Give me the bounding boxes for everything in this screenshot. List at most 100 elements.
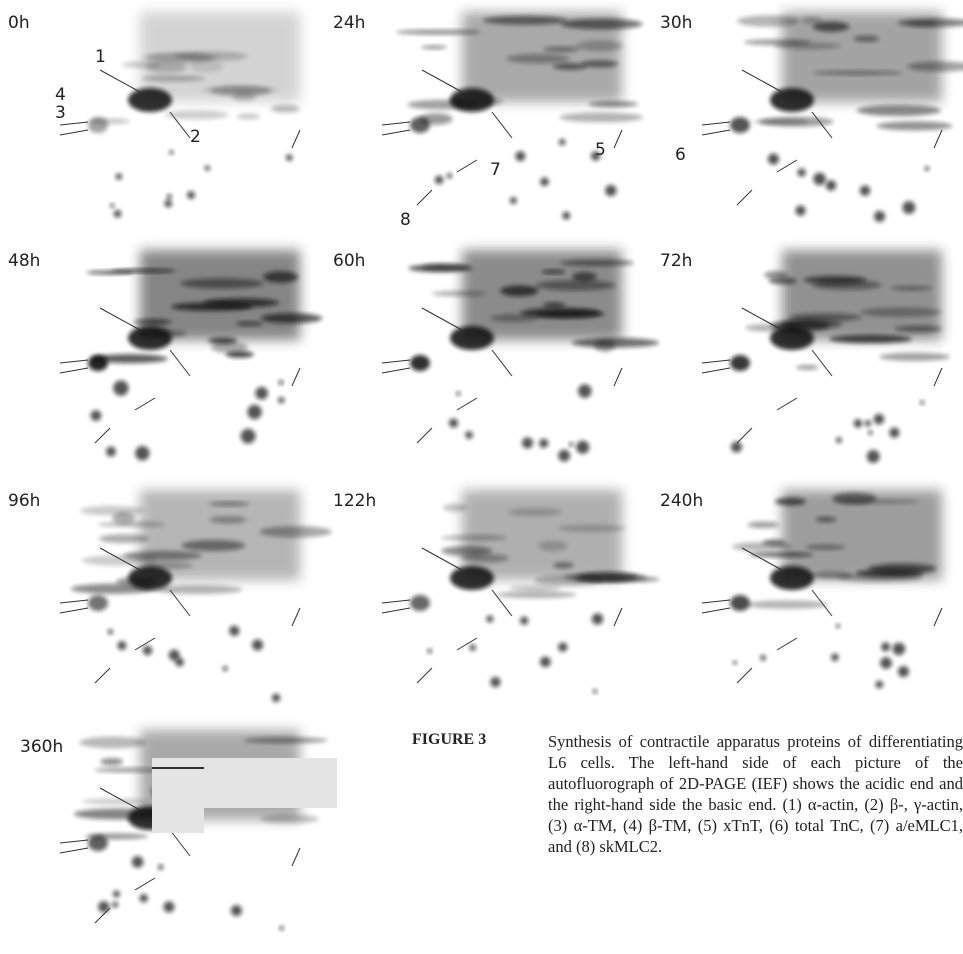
gel-band: [422, 263, 468, 271]
gel-band: [146, 52, 213, 64]
pointer-line: [381, 599, 411, 604]
pointer-line: [613, 129, 623, 149]
caption-title: FIGURE 3: [412, 731, 487, 748]
gel-spot: [142, 645, 153, 656]
gel-spot: [230, 905, 242, 917]
gel-overlay: [152, 758, 204, 833]
pointer-line: [776, 159, 798, 173]
gel-spot: [539, 438, 549, 448]
gel-spot: [730, 355, 750, 371]
gel-spot: [169, 150, 174, 155]
gel-spot: [577, 384, 592, 398]
gel-band: [812, 70, 903, 76]
pointer-line: [94, 667, 111, 684]
gel-band: [736, 15, 800, 27]
gel-band: [538, 540, 568, 552]
gel-spot: [187, 191, 195, 200]
gel-band: [762, 539, 786, 546]
pointer-line: [59, 359, 89, 364]
pointer-line: [933, 129, 943, 149]
pointer-line: [701, 607, 731, 614]
gel-spot: [98, 901, 110, 913]
panel-label: 48h: [8, 251, 40, 271]
gel-band: [747, 521, 780, 529]
gel-band: [121, 61, 162, 69]
pointer-line: [736, 427, 753, 444]
pointer-line: [491, 589, 513, 617]
gel-band: [490, 313, 538, 322]
pointer-line: [381, 129, 411, 136]
gel-band: [558, 524, 626, 533]
gel-spot: [456, 391, 461, 396]
pointer-line: [59, 367, 89, 374]
caption-text: Synthesis of contractile apparatus prote…: [548, 732, 963, 856]
gel-image: 360h: [20, 730, 337, 931]
gel-band: [868, 563, 937, 574]
gel-spot: [853, 419, 863, 428]
gel-band: [891, 285, 933, 291]
gel-band: [441, 545, 493, 556]
gel-spot: [897, 665, 910, 678]
gel-smear: [782, 12, 942, 102]
gel-spot: [278, 380, 284, 385]
gel-band: [588, 101, 639, 108]
gel-spot: [113, 380, 129, 396]
gel-spot: [558, 642, 568, 652]
gel-spot: [446, 173, 453, 179]
pointer-line: [94, 907, 111, 924]
pointer-line: [416, 667, 433, 684]
gel-band: [543, 46, 579, 53]
gel-band: [553, 562, 574, 569]
spot-marker: 2: [190, 127, 201, 147]
gel-spot: [410, 355, 430, 371]
gel-spot: [576, 440, 590, 454]
gel-spot: [90, 410, 102, 421]
gel-spot: [825, 180, 837, 191]
gel-spot: [864, 420, 872, 427]
pointer-line: [134, 397, 156, 411]
gel-image: 122h: [333, 490, 660, 694]
gel-image: 240h: [660, 490, 943, 689]
pointer-line: [59, 847, 89, 854]
gel-spot: [795, 205, 806, 216]
gel-spot: [558, 138, 566, 146]
pointer-line: [134, 637, 156, 651]
gel-spot: [450, 88, 494, 112]
gel-spot: [874, 210, 886, 222]
pointer-line: [736, 189, 753, 206]
gel-band: [153, 584, 243, 595]
gel-band: [801, 16, 822, 25]
pointer-line: [613, 607, 623, 627]
gel-spot: [112, 901, 119, 908]
gel-spot: [889, 427, 900, 438]
gel-spot: [115, 173, 123, 180]
gel-spot: [131, 856, 144, 868]
spot-marker: 5: [595, 140, 606, 160]
gel-band: [421, 45, 447, 50]
pointer-line: [169, 829, 191, 857]
gel-band: [82, 798, 150, 805]
pointer-line: [59, 129, 89, 136]
gel-spot: [139, 893, 148, 903]
gel-spot: [920, 400, 925, 405]
pointer-line: [381, 607, 411, 614]
gel-band: [94, 767, 161, 773]
gel-band: [560, 259, 635, 267]
pointer-line: [291, 607, 301, 627]
gel-spot: [760, 654, 766, 661]
gel-band: [244, 737, 328, 744]
gel-band: [98, 534, 150, 544]
pointer-line: [99, 547, 141, 571]
gel-band: [211, 341, 248, 354]
gel-band: [815, 516, 837, 523]
pointer-line: [701, 121, 731, 126]
pointer-line: [701, 599, 731, 604]
gel-spot: [873, 413, 885, 425]
gel-band: [460, 553, 509, 563]
gel-spot: [558, 449, 571, 462]
gel-band: [853, 35, 880, 42]
gel-spot: [112, 890, 121, 898]
gel-band: [133, 319, 172, 325]
pointer-line: [491, 111, 513, 139]
